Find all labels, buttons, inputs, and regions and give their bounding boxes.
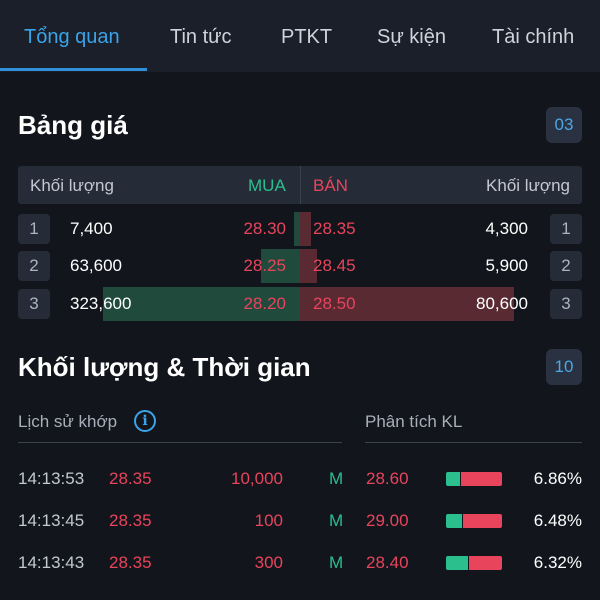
match-side: M: [329, 511, 344, 530]
bid-price[interactable]: 28.25: [243, 256, 286, 275]
match-time: 14:13:43: [18, 553, 85, 572]
tab-overview[interactable]: Tổng quan: [24, 26, 120, 48]
match-volume: 300: [254, 553, 283, 572]
match-time: 14:13:53: [18, 469, 85, 488]
ask-volume[interactable]: 80,600: [476, 294, 528, 313]
ask-level-index[interactable]: 1: [550, 214, 582, 244]
ask-level-index[interactable]: 2: [550, 251, 582, 281]
tab-events[interactable]: Sự kiện: [377, 26, 446, 48]
ask-price[interactable]: 28.45: [313, 256, 356, 275]
analysis-percent: 6.86%: [533, 469, 582, 488]
matching-count-badge[interactable]: 10: [546, 349, 582, 385]
match-history-label[interactable]: Lịch sử khớp: [18, 412, 118, 431]
ask-volume[interactable]: 5,900: [485, 256, 528, 275]
buy-sell-ratio-bar: [446, 514, 502, 528]
match-side: M: [329, 469, 344, 488]
analysis-divider: [365, 442, 582, 443]
ask-depth-bar: [300, 212, 311, 246]
bid-volume[interactable]: 323,600: [70, 294, 132, 313]
ask-depth-bar: [300, 249, 317, 283]
buy-sell-ratio-bar: [446, 556, 502, 570]
buy-sell-ratio-bar: [446, 472, 502, 486]
match-side: M: [329, 553, 344, 572]
analysis-percent: 6.48%: [533, 511, 582, 530]
match-price: 28.35: [109, 553, 152, 572]
ask-price[interactable]: 28.50: [313, 294, 356, 313]
order-book-header: Khối lượng MUA BÁN Khối lượng: [18, 166, 582, 204]
sell-portion: [461, 472, 502, 486]
bid-price[interactable]: 28.30: [243, 219, 286, 238]
match-volume: 10,000: [231, 469, 283, 488]
bid-price[interactable]: 28.20: [243, 294, 286, 313]
match-time: 14:13:45: [18, 511, 85, 530]
sell-volume-header: Khối lượng: [486, 176, 570, 195]
sell-portion: [469, 556, 502, 570]
match-volume: 100: [254, 511, 283, 530]
bid-level-index[interactable]: 3: [18, 289, 50, 319]
bid-depth-bar: [261, 249, 300, 283]
analysis-price: 28.40: [366, 553, 409, 572]
active-tab-indicator: [0, 68, 147, 71]
tab-technical[interactable]: PTKT: [281, 26, 333, 48]
header-divider: [300, 166, 301, 204]
buy-header: MUA: [248, 176, 286, 195]
bid-level-index[interactable]: 2: [18, 251, 50, 281]
volume-analysis-label[interactable]: Phân tích KL: [365, 412, 463, 431]
match-price: 28.35: [109, 511, 152, 530]
tab-finance[interactable]: Tài chính: [492, 26, 575, 48]
buy-portion: [446, 556, 468, 570]
ask-volume[interactable]: 4,300: [485, 219, 528, 238]
analysis-price: 29.00: [366, 511, 409, 530]
buy-volume-header: Khối lượng: [30, 176, 114, 195]
matching-title: Khối lượng & Thời gian: [18, 352, 311, 382]
buy-portion: [446, 514, 462, 528]
history-divider: [18, 442, 342, 443]
match-price: 28.35: [109, 469, 152, 488]
bid-depth-bar: [103, 287, 300, 321]
order-book-title: Bảng giá: [18, 110, 128, 140]
ask-depth-bar: [300, 287, 514, 321]
sell-header: BÁN: [313, 176, 348, 195]
bid-volume[interactable]: 7,400: [70, 219, 113, 238]
tab-bar: Tổng quan Tin tức PTKT Sự kiện Tài chính: [0, 0, 600, 72]
tab-news[interactable]: Tin tức: [170, 26, 232, 48]
analysis-percent: 6.32%: [533, 553, 582, 572]
analysis-price: 28.60: [366, 469, 409, 488]
buy-portion: [446, 472, 460, 486]
order-book-level-badge[interactable]: 03: [546, 107, 582, 143]
info-icon[interactable]: i: [134, 410, 156, 432]
bid-volume[interactable]: 63,600: [70, 256, 122, 275]
bid-level-index[interactable]: 1: [18, 214, 50, 244]
ask-level-index[interactable]: 3: [550, 289, 582, 319]
bid-depth-bar: [294, 212, 300, 246]
sell-portion: [463, 514, 502, 528]
ask-price[interactable]: 28.35: [313, 219, 356, 238]
